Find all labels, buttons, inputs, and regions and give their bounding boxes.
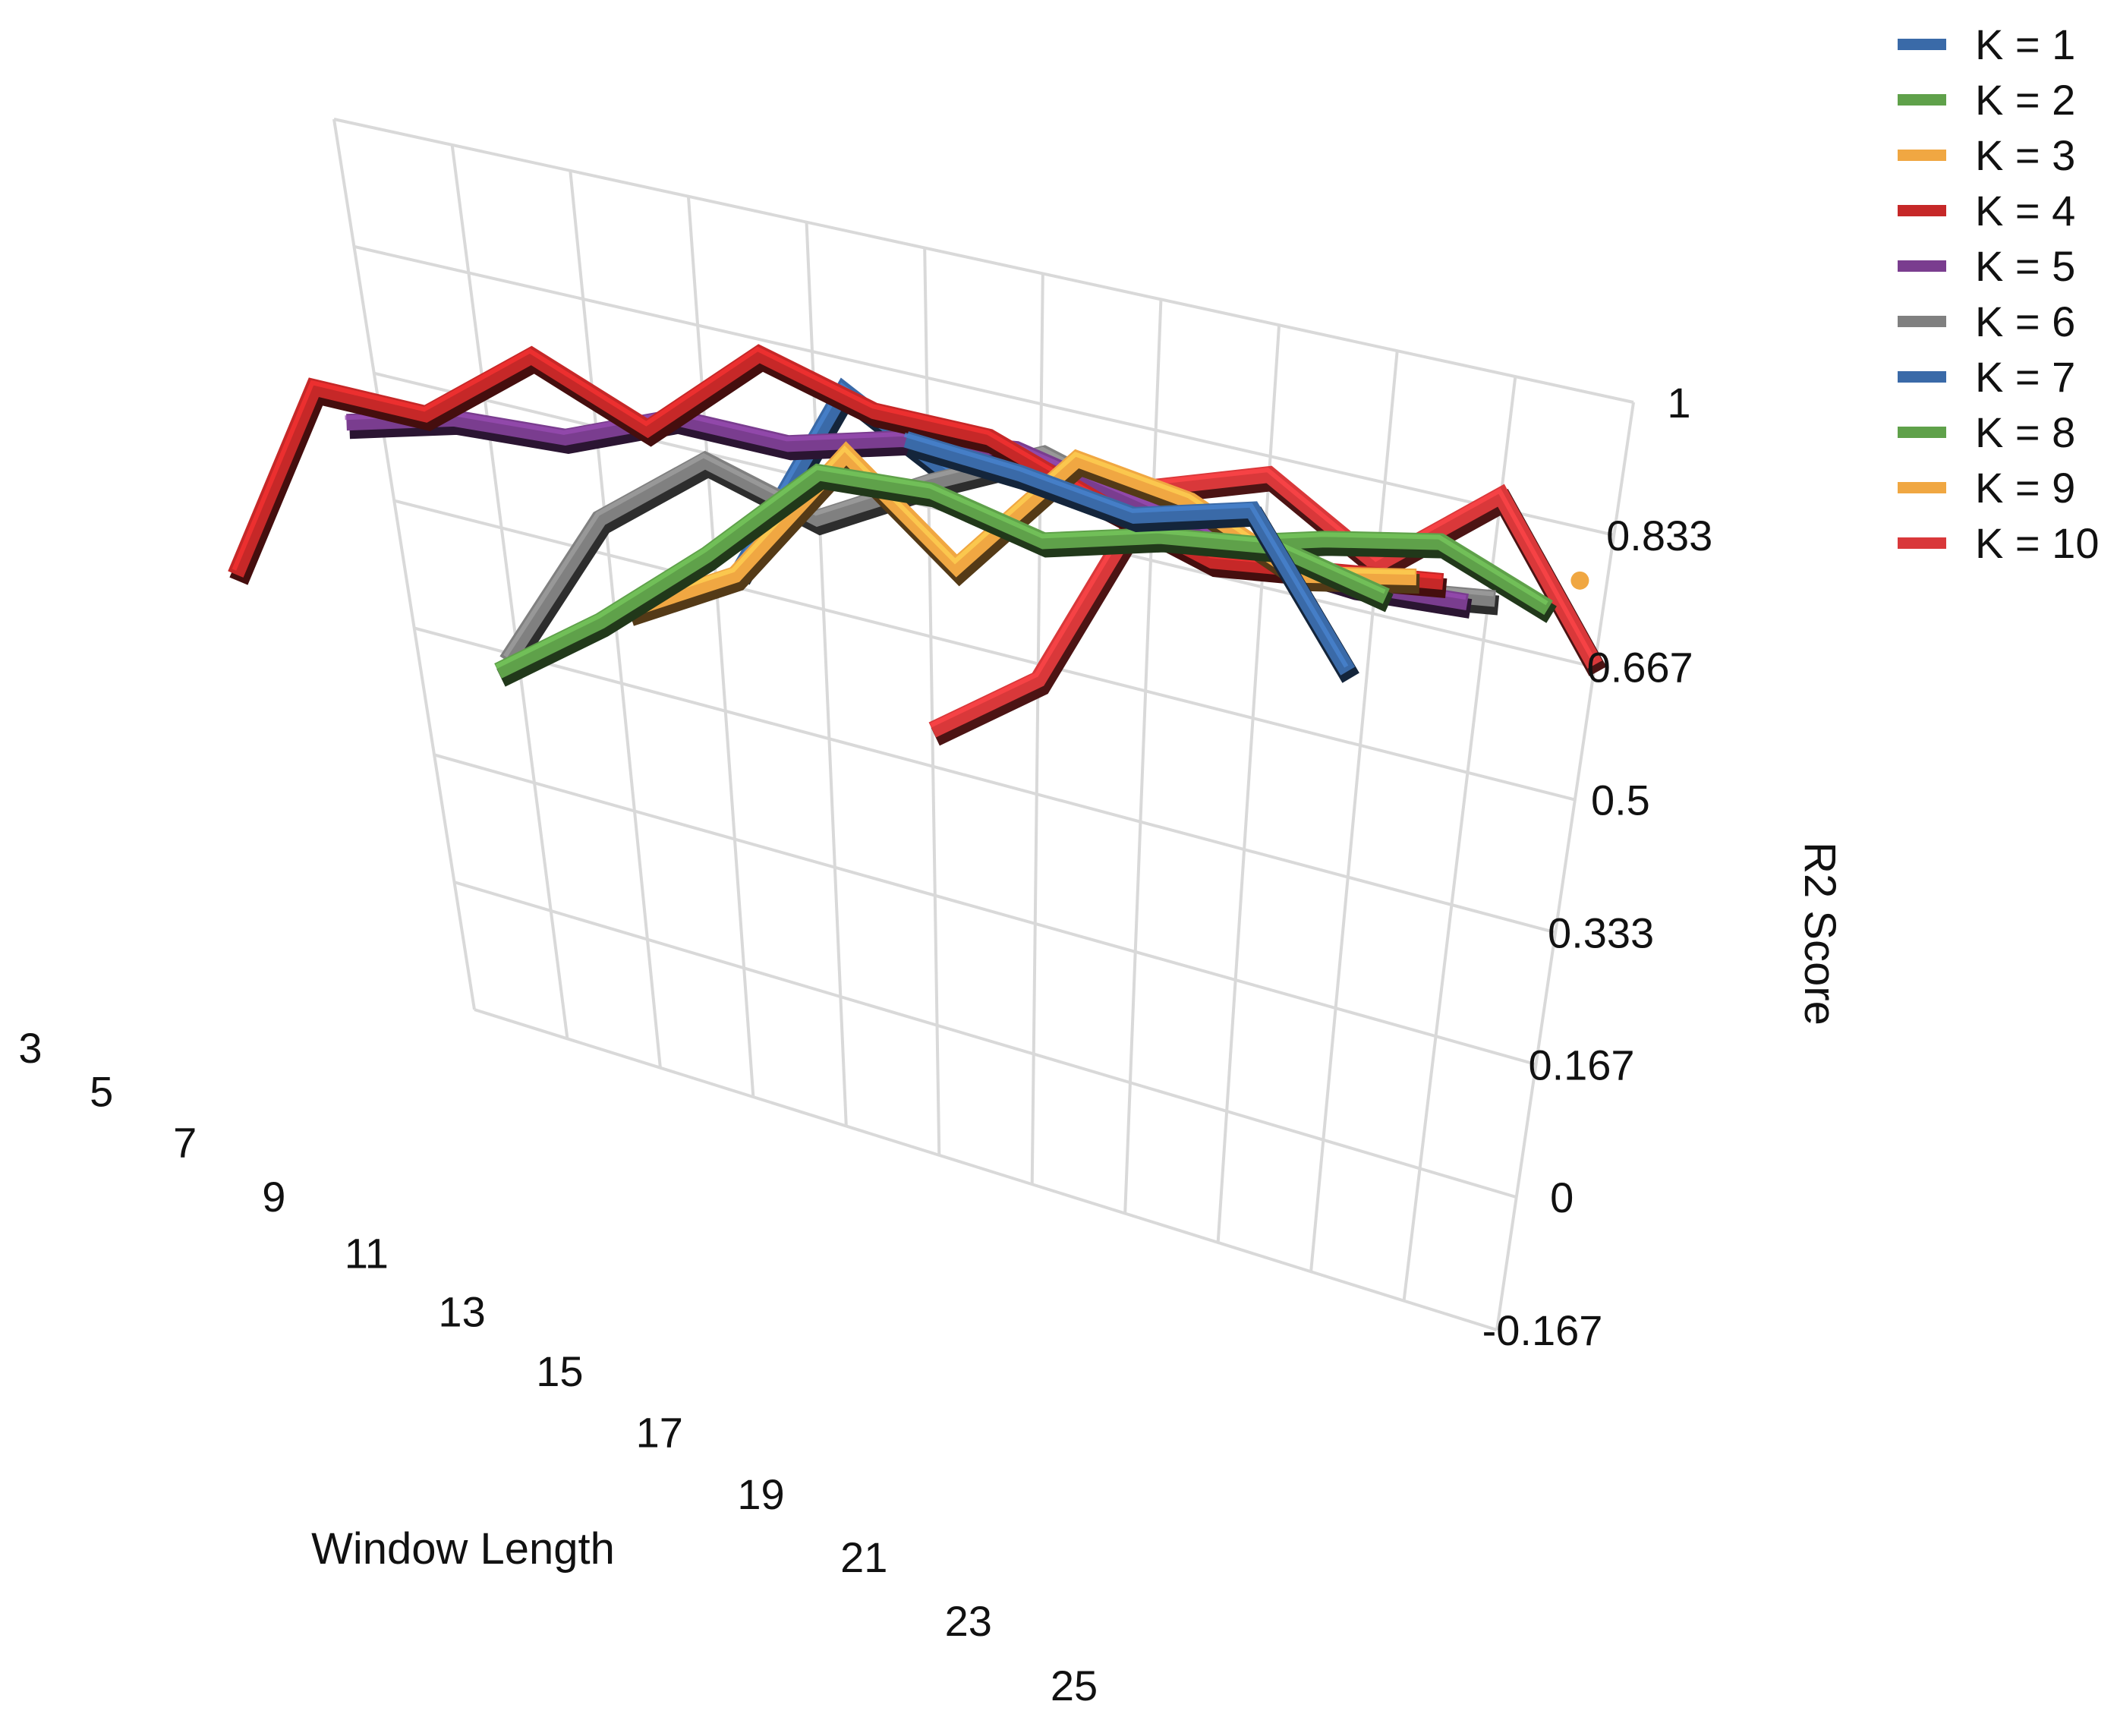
grid-line-vertical: [923, 247, 941, 1155]
legend-label: K = 7: [1975, 353, 2075, 401]
legend-item[interactable]: K = 3: [1898, 131, 2075, 179]
legend-label: K = 5: [1975, 242, 2075, 290]
grid-line-vertical: [1402, 376, 1517, 1301]
x-tick-label: 3: [18, 1024, 42, 1072]
legend-swatch: [1898, 316, 1946, 327]
x-tick-label: 19: [737, 1470, 784, 1518]
grid-line-vertical: [1495, 402, 1635, 1331]
x-axis-tick-labels: 35 7 9 11 13 15 17 19 21 23 25: [18, 1024, 1098, 1709]
legend-swatch: [1898, 150, 1946, 161]
series-line-stroke: [494, 463, 1390, 679]
grid-line-horizontal: [453, 881, 1517, 1199]
grid-line-vertical: [686, 196, 755, 1098]
legend-label: K = 6: [1975, 298, 2075, 345]
legend-label: K = 4: [1975, 187, 2075, 235]
legend-swatch: [1898, 94, 1946, 106]
y-tick-label: 0.333: [1548, 909, 1654, 956]
x-tick-label: 17: [636, 1408, 683, 1456]
legend-item[interactable]: K = 4: [1898, 187, 2075, 235]
grid-line-horizontal: [433, 753, 1537, 1066]
legend-label: K = 2: [1975, 76, 2075, 124]
legend-swatch: [1898, 427, 1946, 438]
grid-line-vertical: [1309, 350, 1399, 1272]
legend-swatch: [1898, 371, 1946, 383]
y-axis-title: R2 Score: [1795, 842, 1844, 1026]
legend-item[interactable]: K = 2: [1898, 76, 2075, 124]
legend-label: K = 9: [1975, 464, 2075, 512]
grid-line-horizontal: [414, 626, 1556, 934]
x-tick-label: 13: [438, 1287, 485, 1335]
legend-item[interactable]: K = 8: [1898, 408, 2075, 456]
legend-swatch: [1898, 482, 1946, 493]
x-axis-title: Window Length: [311, 1524, 615, 1574]
legend-label: K = 10: [1975, 519, 2099, 567]
legend-item[interactable]: K = 7: [1898, 353, 2075, 401]
series-line-highlight: [903, 432, 1349, 668]
series-line-stroke: [228, 344, 1444, 591]
series-line: [928, 465, 1607, 746]
y-tick-label: 0.167: [1528, 1041, 1634, 1089]
series-line: [1570, 571, 1589, 590]
series-line-highlight: [495, 465, 1386, 669]
grid-line-horizontal: [354, 244, 1615, 537]
legend-swatch: [1898, 205, 1946, 216]
series-line-highlight: [930, 467, 1596, 728]
x-tick-label: 25: [1051, 1662, 1098, 1709]
legend-swatch: [1898, 39, 1946, 50]
x-tick-label: 9: [262, 1173, 285, 1221]
legend-label: K = 1: [1975, 20, 2075, 68]
y-tick-label: 0: [1550, 1174, 1574, 1221]
x-tick-label: 15: [536, 1347, 583, 1395]
x-tick-label: 5: [90, 1067, 113, 1115]
grid-line-vertical: [332, 118, 476, 1010]
legend-item[interactable]: K = 1: [1898, 20, 2075, 68]
series-point: [1570, 571, 1589, 590]
grid-line-vertical: [1216, 325, 1281, 1243]
series-line: [903, 431, 1359, 683]
series-layer: [228, 344, 1607, 746]
grid-line-horizontal: [474, 1008, 1498, 1331]
legend-item[interactable]: K = 10: [1898, 519, 2099, 567]
x-tick-label: 21: [840, 1533, 887, 1581]
series-line: [494, 463, 1394, 687]
grid-plane: [332, 118, 1635, 1331]
grid-line-vertical: [450, 144, 569, 1039]
grid-line-vertical: [1030, 273, 1044, 1185]
y-tick-label: 0.5: [1591, 777, 1650, 824]
legend-swatch: [1898, 260, 1946, 272]
y-tick-label: -0.167: [1482, 1306, 1603, 1354]
legend-item[interactable]: K = 6: [1898, 298, 2075, 345]
x-tick-label: 11: [345, 1230, 389, 1278]
y-tick-label: 1: [1667, 379, 1690, 427]
legend-swatch: [1898, 537, 1946, 549]
y-tick-label: 0.833: [1606, 512, 1712, 559]
legend: K = 1 K = 2 K = 3 K = 4 K = 5 K = 6 K = 7 K = 8…: [1898, 20, 2099, 567]
legend-item[interactable]: K = 9: [1898, 464, 2075, 512]
x-tick-label: 23: [945, 1597, 992, 1645]
grid-line-vertical: [1123, 299, 1163, 1214]
grid-line-horizontal: [333, 118, 1634, 404]
x-tick-label: 7: [173, 1118, 197, 1166]
y-tick-label: 0.667: [1587, 644, 1693, 692]
legend-label: K = 3: [1975, 131, 2075, 179]
legend-item[interactable]: K = 5: [1898, 242, 2075, 290]
legend-label: K = 8: [1975, 408, 2075, 456]
y-axis-tick-labels: 1 0.833 0.667 0.5 0.333 0.167 0 -0.167: [1482, 379, 1713, 1354]
